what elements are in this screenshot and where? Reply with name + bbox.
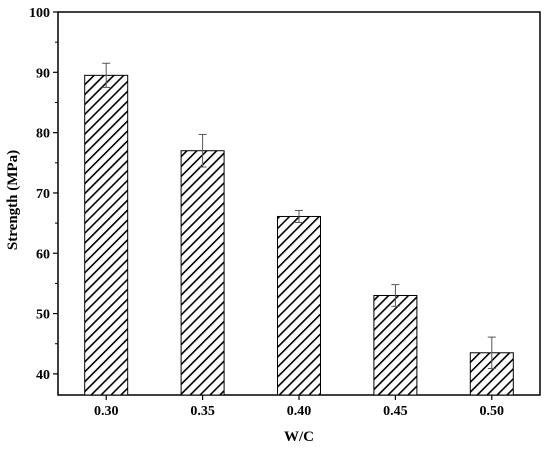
bar [180, 150, 225, 396]
x-axis-title: W/C [284, 429, 314, 445]
x-tick-label: 0.50 [480, 404, 505, 419]
y-tick-label: 40 [36, 368, 50, 383]
y-tick-label: 100 [29, 6, 50, 21]
x-tick-label: 0.30 [94, 404, 119, 419]
x-tick-label: 0.40 [287, 404, 312, 419]
bar [277, 215, 321, 396]
y-tick-label: 90 [36, 66, 50, 81]
error-bars [102, 62, 496, 369]
bar [84, 74, 129, 396]
bars [84, 74, 514, 396]
x-tick-label: 0.45 [383, 404, 408, 419]
error-bar [391, 284, 400, 307]
error-bar [102, 62, 111, 88]
error-bar [487, 336, 496, 369]
y-tick-label: 80 [36, 127, 50, 142]
y-tick-label: 70 [36, 187, 50, 202]
error-bar [295, 209, 303, 223]
x-axis: 0.30 0.35 0.40 0.45 0.50 [94, 395, 504, 419]
error-bar [198, 133, 207, 168]
y-tick-label: 60 [36, 247, 50, 262]
x-tick-label: 0.35 [190, 404, 215, 419]
y-tick-label: 50 [36, 308, 50, 323]
y-axis: 40 50 60 70 80 90 100 [29, 6, 58, 383]
bar [373, 294, 418, 396]
y-axis-title: Strength (MPa) [5, 150, 21, 250]
